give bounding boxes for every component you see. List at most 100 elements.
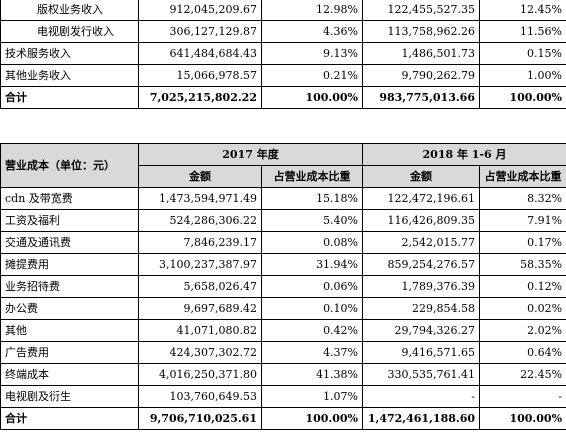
ratio-cell: 11.56% [479, 20, 566, 43]
amount-cell: 3,100,237,387.97 [138, 253, 262, 276]
revenue-table: 版权业务收入 912,045,209.67 12.98% 122,455,527.35… [0, 0, 566, 109]
ratio-cell: 4.37% [260, 341, 364, 364]
ratio-cell: 22.45% [479, 363, 566, 386]
ratio-cell: 0.21% [261, 64, 363, 87]
amount-cell: 7,846,239.17 [138, 231, 262, 254]
row-label: 电视剧发行收入 [0, 20, 139, 43]
ratio-cell: 0.42% [260, 319, 364, 342]
amount-cell: 9,416,571.65 [362, 341, 481, 364]
ratio-cell: 15.18% [260, 187, 364, 210]
row-label: 其他 [0, 319, 139, 342]
ratio-cell: 0.06% [260, 275, 364, 298]
cost-table: 营业成本（单位：元） 2017 年度 2018 年 1-6 月 金额 占营业成本… [0, 143, 566, 430]
ratio-cell: 9.13% [261, 42, 363, 65]
amount-cell: 424,307,302.72 [138, 341, 262, 364]
ratio-cell: 58.35% [479, 253, 566, 276]
amount-cell: 29,794,326.27 [362, 319, 481, 342]
ratio-cell: 100.00% [260, 407, 364, 430]
cost-subheader-row: 金额 占营业成本比重 金额 占营业成本比重 [1, 165, 566, 188]
ratio-cell: - [479, 385, 566, 408]
ratio-cell: 2.02% [479, 319, 566, 342]
amount-cell: 1,789,376.39 [362, 275, 481, 298]
amount-cell: 122,472,196.61 [362, 187, 481, 210]
amount-cell: 641,484,684.43 [138, 42, 262, 65]
ratio-cell: 31.94% [260, 253, 364, 276]
amount-cell: 1,486,501.73 [362, 42, 480, 65]
ratio-cell: 12.98% [261, 0, 363, 21]
amount-cell: - [362, 385, 481, 408]
ratio-cell: 8.32% [479, 187, 566, 210]
row-label: 版权业务收入 [0, 0, 139, 21]
cost-header-label: 营业成本（单位：元） [0, 143, 139, 188]
ratio-cell: 0.08% [260, 231, 364, 254]
amount-cell: 1,472,461,188.60 [362, 407, 481, 430]
row-label: 电视剧及衍生 [0, 385, 139, 408]
ratio-cell: 12.45% [479, 0, 566, 21]
table-row: 终端成本 4,016,250,371.80 41.38% 330,535,761.41… [0, 363, 566, 386]
amount-cell: 912,045,209.67 [138, 0, 262, 21]
row-label: 摊提费用 [0, 253, 139, 276]
amount-cell: 983,775,013.66 [362, 86, 480, 109]
table-row: cdn 及带宽费 1,473,594,971.49 15.18% 122,472,19… [0, 187, 566, 210]
amount-cell: 113,758,962.26 [362, 20, 480, 43]
table-row: 其他 41,071,080.82 0.42% 29,794,326.27 2.02% [0, 319, 566, 342]
ratio-cell: 4.36% [261, 20, 363, 43]
ratio-cell: 100.00% [479, 407, 566, 430]
ratio-cell: 100.00% [261, 86, 363, 109]
ratio-cell: 1.00% [479, 64, 566, 87]
table-row: 电视剧发行收入 306,127,129.87 4.36% 113,758,962.26… [0, 20, 566, 43]
ratio-cell: 0.15% [479, 42, 566, 65]
amount-cell: 859,254,276.57 [362, 253, 481, 276]
row-label: 业务招待费 [0, 275, 139, 298]
amount-cell: 306,127,129.87 [138, 20, 262, 43]
amount-cell: 103,760,649.53 [138, 385, 262, 408]
period-2017-header: 2017 年度 [137, 143, 364, 166]
amount-cell: 524,286,306.22 [138, 209, 262, 232]
amount-cell: 41,071,080.82 [138, 319, 262, 342]
ratio-cell: 1.07% [260, 385, 364, 408]
row-label: 技术服务收入 [0, 42, 139, 65]
amount-cell: 9,790,262.79 [362, 64, 480, 87]
ratio-cell: 0.02% [479, 297, 566, 320]
table-row: 工资及福利 524,286,306.22 5.40% 116,426,809.35 7.… [0, 209, 566, 232]
col-ratio-header: 占营业成本比重 [260, 165, 364, 188]
ratio-cell: 5.40% [260, 209, 364, 232]
amount-cell: 9,706,710,025.61 [138, 407, 262, 430]
row-label: 广告费用 [0, 341, 139, 364]
amount-cell: 9,697,689.42 [138, 297, 262, 320]
table-row: 办公费 9,697,689.42 0.10% 229,854.58 0.02% [0, 297, 566, 320]
table-row: 电视剧及衍生 103,760,649.53 1.07% - - [0, 385, 566, 408]
row-label: 交通及通讯费 [0, 231, 139, 254]
col-amount-header: 金额 [138, 165, 262, 188]
col-amount-header: 金额 [362, 165, 481, 188]
table-row: 其他业务收入 15,066,978.57 0.21% 9,790,262.79 1.00… [0, 64, 566, 87]
table-row: 广告费用 424,307,302.72 4.37% 9,416,571.65 0.64% [0, 341, 566, 364]
amount-cell: 4,016,250,371.80 [138, 363, 262, 386]
ratio-cell: 100.00% [479, 86, 566, 109]
ratio-cell: 7.91% [479, 209, 566, 232]
ratio-cell: 0.10% [260, 297, 364, 320]
ratio-cell: 41.38% [260, 363, 364, 386]
ratio-cell: 0.64% [479, 341, 566, 364]
row-label: 办公费 [0, 297, 139, 320]
ratio-cell: 0.12% [479, 275, 566, 298]
table-row: 技术服务收入 641,484,684.43 9.13% 1,486,501.73 0.1… [0, 42, 566, 65]
row-label: 合计 [0, 407, 139, 430]
amount-cell: 2,542,015.77 [362, 231, 481, 254]
amount-cell: 15,066,978.57 [138, 64, 262, 87]
table-row: 合计 7,025,215,802.22 100.00% 983,775,013.66 1… [0, 86, 566, 109]
amount-cell: 1,473,594,971.49 [138, 187, 262, 210]
row-label: 合计 [0, 86, 139, 109]
amount-cell: 7,025,215,802.22 [138, 86, 262, 109]
table-row: 业务招待费 5,658,026.47 0.06% 1,789,376.39 0.12% [0, 275, 566, 298]
ratio-cell: 0.17% [479, 231, 566, 254]
table-row: 摊提费用 3,100,237,387.97 31.94% 859,254,276.57… [0, 253, 566, 276]
amount-cell: 122,455,527.35 [362, 0, 480, 21]
row-label: 工资及福利 [0, 209, 139, 232]
table-row: 交通及通讯费 7,846,239.17 0.08% 2,542,015.77 0.17% [0, 231, 566, 254]
row-label: cdn 及带宽费 [0, 187, 139, 210]
period-2018h1-header: 2018 年 1-6 月 [362, 143, 566, 166]
amount-cell: 229,854.58 [362, 297, 481, 320]
row-label: 终端成本 [0, 363, 139, 386]
cost-header-row: 营业成本（单位：元） 2017 年度 2018 年 1-6 月 [0, 143, 566, 188]
